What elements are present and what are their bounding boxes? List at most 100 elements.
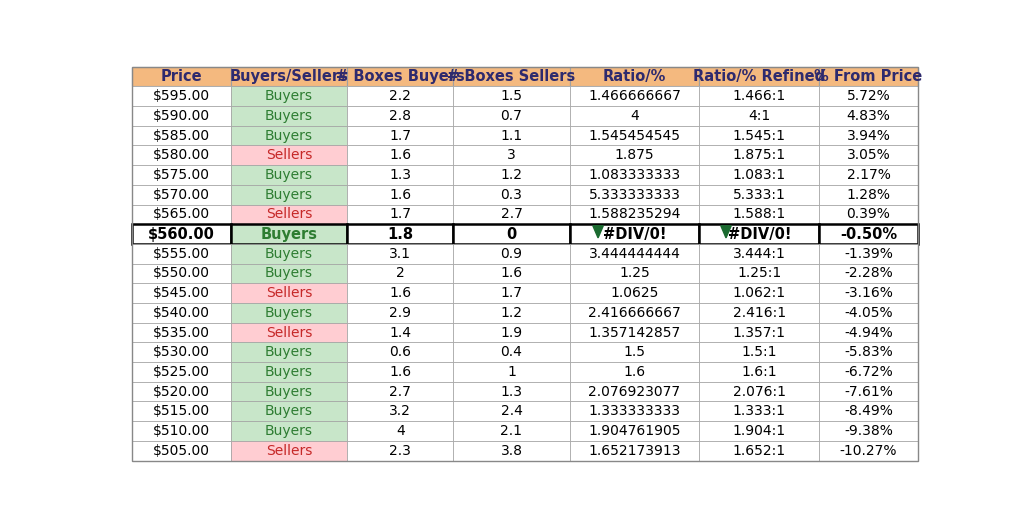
Bar [699,165,819,185]
Text: 1.333333333: 1.333333333 [589,405,680,418]
Text: 1.3: 1.3 [501,385,522,399]
Bar [699,106,819,126]
Text: Buyers: Buyers [265,385,313,399]
Bar [132,244,231,264]
Bar [347,283,454,303]
Bar [347,67,454,86]
Bar [699,382,819,401]
Bar [819,441,918,460]
Bar [132,146,231,165]
Text: #DIV/0!: #DIV/0! [728,227,792,242]
Bar [819,146,918,165]
Text: $535.00: $535.00 [153,326,210,339]
Bar [569,106,699,126]
Bar [454,303,569,323]
Bar [231,283,347,303]
Text: 1.875: 1.875 [614,148,654,162]
Bar [231,165,347,185]
Bar [231,126,347,146]
Bar [347,323,454,342]
Bar [454,401,569,421]
Bar [569,244,699,264]
Bar [231,86,347,106]
Text: 2.416666667: 2.416666667 [588,306,681,320]
Bar [132,421,231,441]
Bar [699,401,819,421]
Bar [231,205,347,224]
Bar [454,264,569,283]
Bar [454,165,569,185]
Text: Ratio/%: Ratio/% [603,69,666,84]
Text: $520.00: $520.00 [153,385,210,399]
Text: Price: Price [161,69,203,84]
Text: 1.2: 1.2 [501,168,522,182]
Text: 4: 4 [630,109,639,123]
Bar [569,126,699,146]
Bar [231,421,347,441]
Bar [454,382,569,401]
Text: $530.00: $530.00 [153,345,210,359]
Text: $570.00: $570.00 [153,188,210,201]
Text: 4:1: 4:1 [749,109,770,123]
Text: % From Price: % From Price [814,69,923,84]
Text: 1.3: 1.3 [389,168,412,182]
Text: 1.904:1: 1.904:1 [733,424,785,438]
Text: 0.6: 0.6 [389,345,412,359]
Bar [347,86,454,106]
Bar [699,86,819,106]
Text: 0.7: 0.7 [501,109,522,123]
Text: # Boxes Buyers: # Boxes Buyers [336,69,465,84]
Text: 3.2: 3.2 [389,405,412,418]
Bar [231,303,347,323]
Text: $550.00: $550.00 [153,266,210,280]
Bar [819,86,918,106]
Bar [454,126,569,146]
Text: $505.00: $505.00 [153,444,210,458]
Text: 2: 2 [396,266,404,280]
Text: #DIV/0!: #DIV/0! [603,227,667,242]
Text: $555.00: $555.00 [153,247,210,261]
Bar [347,342,454,362]
Bar [132,106,231,126]
Bar [454,185,569,205]
Text: 2.2: 2.2 [389,89,412,103]
Text: Buyers: Buyers [265,247,313,261]
Text: -4.05%: -4.05% [844,306,893,320]
Text: $595.00: $595.00 [153,89,210,103]
Bar [231,441,347,460]
Text: 1.6: 1.6 [389,188,412,201]
Text: -7.61%: -7.61% [844,385,893,399]
Text: Buyers: Buyers [265,128,313,143]
Text: 1.652173913: 1.652173913 [588,444,681,458]
Text: 3.94%: 3.94% [847,128,891,143]
Bar [132,382,231,401]
Text: 1.7: 1.7 [501,286,522,300]
Text: -0.50%: -0.50% [840,227,897,242]
Bar [132,303,231,323]
Text: $585.00: $585.00 [153,128,210,143]
Bar [819,362,918,382]
Text: 1.6: 1.6 [389,148,412,162]
Text: 4.83%: 4.83% [847,109,891,123]
Text: 1.466666667: 1.466666667 [588,89,681,103]
Text: 1.7: 1.7 [389,128,412,143]
Text: 1.5: 1.5 [624,345,645,359]
Bar [569,342,699,362]
Bar [569,165,699,185]
Bar [347,382,454,401]
Bar [699,244,819,264]
Text: 1.875:1: 1.875:1 [733,148,785,162]
Bar [569,185,699,205]
Text: 2.9: 2.9 [389,306,412,320]
Bar [454,244,569,264]
Text: Sellers: Sellers [266,444,312,458]
Text: 1.357142857: 1.357142857 [588,326,681,339]
Bar [699,67,819,86]
Bar [132,126,231,146]
Bar [132,283,231,303]
Bar [819,67,918,86]
Text: Buyers: Buyers [265,424,313,438]
Text: 0.3: 0.3 [501,188,522,201]
Bar [231,146,347,165]
Bar [231,67,347,86]
